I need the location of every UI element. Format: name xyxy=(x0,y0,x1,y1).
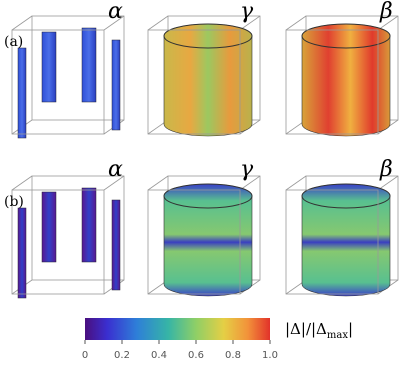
surface xyxy=(41,31,57,103)
box-edge xyxy=(147,15,169,31)
panel-title: α xyxy=(108,157,123,182)
surface xyxy=(163,183,253,297)
label-sub: max xyxy=(327,330,348,341)
box-edge xyxy=(147,189,241,295)
surface-rim xyxy=(301,183,391,209)
surfaces xyxy=(11,15,399,299)
box-edge xyxy=(103,175,125,191)
panel-label: (a) xyxy=(4,34,23,50)
surface-rim xyxy=(163,23,253,49)
box-edge xyxy=(239,15,261,31)
box-edge xyxy=(31,15,125,121)
box-edge xyxy=(103,15,125,31)
surface xyxy=(301,23,391,137)
box-edge xyxy=(285,29,379,135)
tick-label: 1.0 xyxy=(262,350,278,361)
surface xyxy=(17,47,27,139)
box-edge xyxy=(11,175,33,191)
panel-title: β xyxy=(379,0,393,24)
panel-title: α xyxy=(108,0,123,24)
panel-title: γ xyxy=(240,157,254,182)
box-edge xyxy=(31,175,125,281)
box-edge xyxy=(11,29,105,135)
surface-rim xyxy=(163,183,253,209)
surface xyxy=(111,39,121,131)
surface xyxy=(111,199,121,291)
tick-label: 0.4 xyxy=(151,350,167,361)
colorbar xyxy=(85,318,270,340)
box-edge xyxy=(377,175,399,191)
surface xyxy=(81,187,97,263)
panel-title: γ xyxy=(240,0,254,24)
surface-rim xyxy=(301,23,391,49)
panel-title: β xyxy=(379,157,393,182)
colorbar-label: |Δ|/|Δmax| xyxy=(285,320,353,341)
box-edge xyxy=(147,175,169,191)
tick-label: 0.6 xyxy=(188,350,204,361)
box-edge xyxy=(285,15,307,31)
tick-label: 0.2 xyxy=(114,350,130,361)
label-main: |Δ|/|Δ xyxy=(285,320,327,338)
label-end: | xyxy=(348,320,353,338)
box-edge xyxy=(239,175,261,191)
surface xyxy=(41,191,57,263)
panel-label: (b) xyxy=(4,194,24,210)
tick-label: 0.8 xyxy=(225,350,241,361)
box-edge xyxy=(377,15,399,31)
colorbar-ticks: 0 0.2 0.4 0.6 0.8 1.0 xyxy=(82,340,278,361)
surface xyxy=(17,207,27,299)
box-edge xyxy=(285,189,379,295)
box-edge xyxy=(11,189,105,295)
tick-label: 0 xyxy=(82,350,88,361)
box-edge xyxy=(285,175,307,191)
surface xyxy=(301,183,391,297)
surface xyxy=(163,23,253,137)
box-edge xyxy=(147,29,241,135)
surface xyxy=(81,27,97,103)
box-edge xyxy=(11,15,33,31)
